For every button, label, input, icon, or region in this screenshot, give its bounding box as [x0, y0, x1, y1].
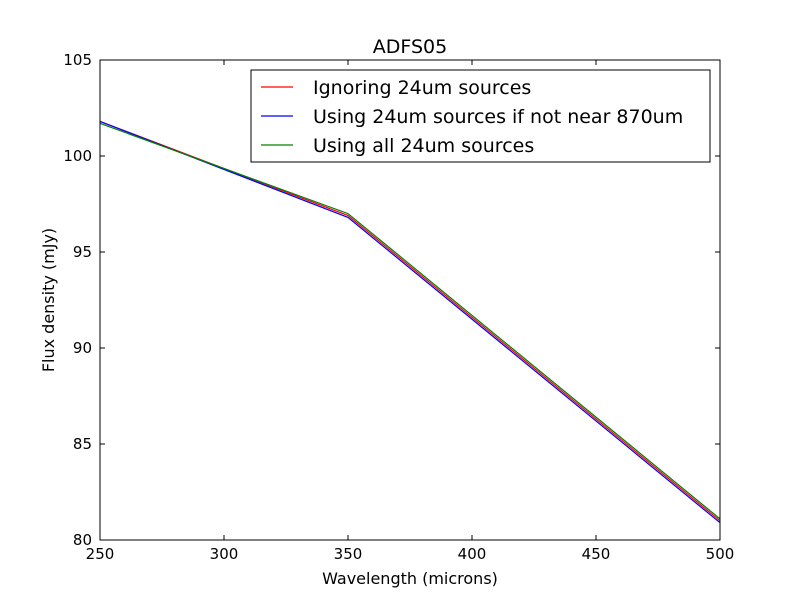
- legend-label-2: Using 24um sources if not near 870um: [313, 106, 683, 128]
- x-tick-label-3: 400: [458, 545, 487, 563]
- y-tick-label-5: 105: [63, 51, 92, 69]
- series-line-3: [99, 122, 721, 520]
- legend: Ignoring 24um sources Using 24um sources …: [250, 69, 711, 163]
- y-tick-label-4: 100: [63, 147, 92, 165]
- x-tick-label-4: 450: [582, 545, 611, 563]
- series-line-2: [99, 120, 721, 524]
- y-tick-label-0: 80: [73, 531, 92, 549]
- x-axis-label: Wavelength (microns): [322, 569, 498, 588]
- y-tick-label-2: 90: [73, 339, 92, 357]
- x-tick-label-2: 350: [334, 545, 363, 563]
- series-layer: [99, 120, 721, 524]
- legend-label-3: Using all 24um sources: [313, 135, 534, 157]
- x-tick-label-1: 300: [210, 545, 239, 563]
- chart-title: ADFS05: [373, 36, 447, 58]
- x-tick-label-5: 500: [706, 545, 735, 563]
- series-line-1: [99, 120, 721, 522]
- legend-label-1: Ignoring 24um sources: [313, 77, 531, 99]
- plot-frame: [99, 59, 721, 541]
- y-tick-label-3: 95: [73, 243, 92, 261]
- x-tick-label-0: 250: [86, 545, 115, 563]
- y-axis-label: Flux density (mJy): [39, 228, 58, 372]
- y-tick-label-1: 85: [73, 435, 92, 453]
- legend-box: [250, 69, 711, 163]
